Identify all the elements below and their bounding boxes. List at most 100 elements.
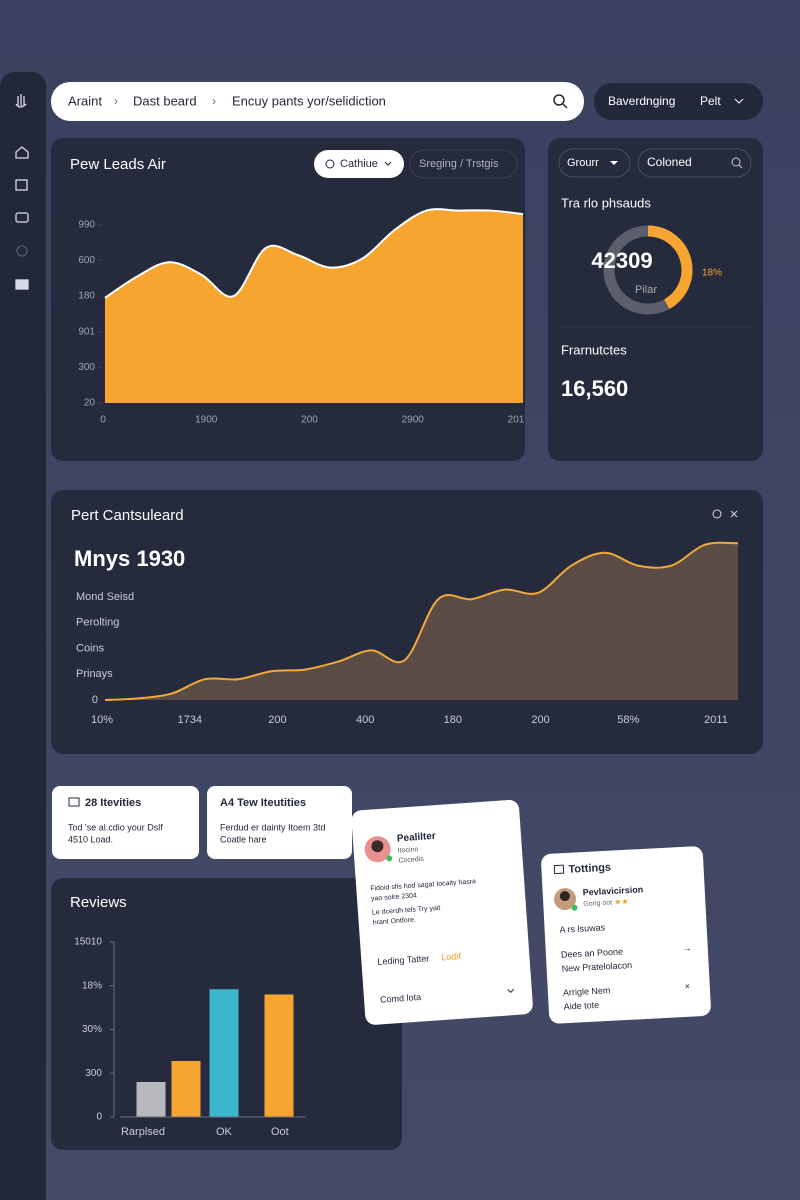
- top-select[interactable]: [594, 83, 763, 120]
- settings-subtitle: Gorig oot: [583, 899, 612, 908]
- donut-side-label: 18%: [702, 268, 722, 279]
- dropdown[interactable]: [558, 148, 631, 178]
- panel-actions[interactable]: [712, 509, 738, 519]
- search-label: Coloned: [647, 155, 692, 169]
- y-tick-label: 15010: [74, 937, 102, 948]
- profile-footer[interactable]: Comd lota: [380, 992, 422, 1005]
- chevron: [610, 161, 618, 165]
- x-tick-label: 2011: [704, 714, 728, 726]
- filter-button[interactable]: [314, 150, 404, 178]
- x-tick-label: 2900: [402, 415, 425, 426]
- profile-link-accent[interactable]: Lodif: [441, 951, 462, 962]
- y-tick-label: 300: [85, 1068, 102, 1079]
- panel-title: Pew Leads Air: [70, 156, 166, 173]
- stat-value: 16,560: [561, 376, 628, 401]
- card-title: A4 Tew Iteutities: [220, 797, 306, 809]
- donut-chart: [603, 225, 693, 315]
- area-line: [104, 541, 739, 701]
- x-tick-label: 200: [531, 714, 549, 726]
- chevron: [384, 161, 392, 166]
- card-title: 28 Itevities: [85, 797, 141, 809]
- area-line: [104, 208, 524, 299]
- x-tick-label: Oot: [271, 1126, 289, 1138]
- breadcrumb-item[interactable]: Dast beard: [133, 93, 197, 108]
- y-tick-label: 0: [96, 1112, 102, 1123]
- x-tick-label: 201: [508, 415, 525, 426]
- x-tick-label: 180: [444, 714, 462, 726]
- card[interactable]: 28 Itevities Tod 'se al.cdio your Dslf 4…: [52, 786, 199, 859]
- y-label: 0: [92, 694, 98, 706]
- panel-title: Pert Cantsuleard: [71, 507, 184, 524]
- sidebar-icons: [15, 94, 29, 290]
- profile-link[interactable]: Leding Tatter: [377, 953, 429, 967]
- x-tick-label: 1734: [177, 714, 201, 726]
- y-tick-label: 20: [84, 398, 96, 409]
- select-value: Pelt: [700, 94, 721, 108]
- card-text: Coatle hare: [220, 834, 267, 844]
- donut-arc: [647, 225, 693, 309]
- db-icon[interactable]: [15, 212, 29, 223]
- y-tick-label: 18%: [82, 980, 102, 991]
- dropdown-label: Grourr: [567, 157, 599, 169]
- leads-chart: 20 300 901 180 600 990 0 1900 200 2900 201: [78, 208, 525, 426]
- card-text: Tod 'se al.cdio your Dslf: [68, 822, 163, 832]
- search-icon[interactable]: [553, 94, 568, 109]
- card[interactable]: A4 Tew Iteutities Ferdud er dainty Itoem…: [207, 786, 352, 859]
- settings-heading: A rs lsuwas: [559, 922, 605, 934]
- arrow: →: [683, 943, 693, 953]
- x-tick-label: 0: [100, 415, 106, 426]
- bar: [171, 1061, 201, 1117]
- profile-subtitle: Cocedis: [398, 856, 424, 865]
- settings-card[interactable]: Tottings Pevlavicirsion Gorig oot ★★ A r…: [541, 846, 712, 1024]
- reviews-chart: 0 300 30% 18% 15010 Rarplsed OK Oot: [74, 937, 306, 1138]
- card-text: 4510 Load.: [68, 834, 113, 844]
- y-label: Mond Seisd: [76, 591, 134, 603]
- profile-subtitle: Itocino: [398, 846, 419, 854]
- bar: [264, 994, 294, 1117]
- settings-name: Pevlavicirsion: [582, 884, 643, 897]
- search-icon: [731, 157, 743, 169]
- settings-title: Tottings: [568, 862, 611, 876]
- settings-item[interactable]: Dees an Poone: [561, 947, 623, 960]
- card-text: Ferdud er dainty Itoem 3td: [220, 822, 326, 832]
- home-icon[interactable]: [15, 146, 29, 159]
- profile-card[interactable]: Pealilter Itocino Cocedis Fidoid sfis ho…: [351, 799, 534, 1025]
- dot-icon[interactable]: [16, 245, 28, 257]
- mail-icon[interactable]: [15, 279, 29, 290]
- settings-item[interactable]: Arrigle Nem: [563, 985, 611, 997]
- x-tick-label: Rarplsed: [121, 1126, 165, 1138]
- filter-label: Cathiue: [340, 158, 378, 170]
- profile-text: Le dcerdh tels Try yait: [372, 905, 441, 917]
- trend-chart: Mond Seisd Perolting Coins Prinays 0 10% 1734 2…: [76, 541, 739, 726]
- donut-label: Pilar: [635, 284, 657, 296]
- breadcrumb-item[interactable]: Encuy pants yor/selidiction: [232, 93, 386, 108]
- bar: [136, 1082, 166, 1117]
- stars: ★★: [614, 897, 629, 907]
- headline: Mnys 1930: [74, 546, 185, 571]
- box-icon[interactable]: [15, 179, 28, 191]
- x-tick-label: 200: [268, 714, 286, 726]
- profile-text: yao solre 2304: [371, 892, 417, 902]
- hand-icon[interactable]: [15, 94, 27, 108]
- section-title: Tra rlo phsauds: [561, 195, 651, 210]
- sidebar: [0, 72, 46, 1200]
- profile-name: Pealilter: [397, 831, 437, 845]
- breadcrumb-item[interactable]: Araint: [68, 93, 102, 108]
- filter-icon: [325, 159, 335, 169]
- x-tick-label: 200: [301, 415, 318, 426]
- separator: ›: [114, 94, 118, 108]
- search-bar[interactable]: [51, 82, 584, 121]
- tab-label: Sreging / Trstgis: [419, 158, 499, 170]
- x-tick-label: OK: [216, 1126, 233, 1138]
- chevron: [734, 98, 744, 104]
- y-tick-label: 990: [78, 219, 95, 230]
- settings-item[interactable]: New Pratelolacon: [561, 960, 632, 974]
- search-field[interactable]: [637, 148, 752, 178]
- profile-text: hrant Ontfore.: [373, 917, 417, 927]
- settings-item[interactable]: Aide tote: [563, 1000, 599, 1012]
- bar: [209, 989, 239, 1117]
- y-tick-label: 300: [78, 362, 95, 373]
- x-tick-label: 400: [356, 714, 374, 726]
- tab-button[interactable]: [409, 149, 518, 179]
